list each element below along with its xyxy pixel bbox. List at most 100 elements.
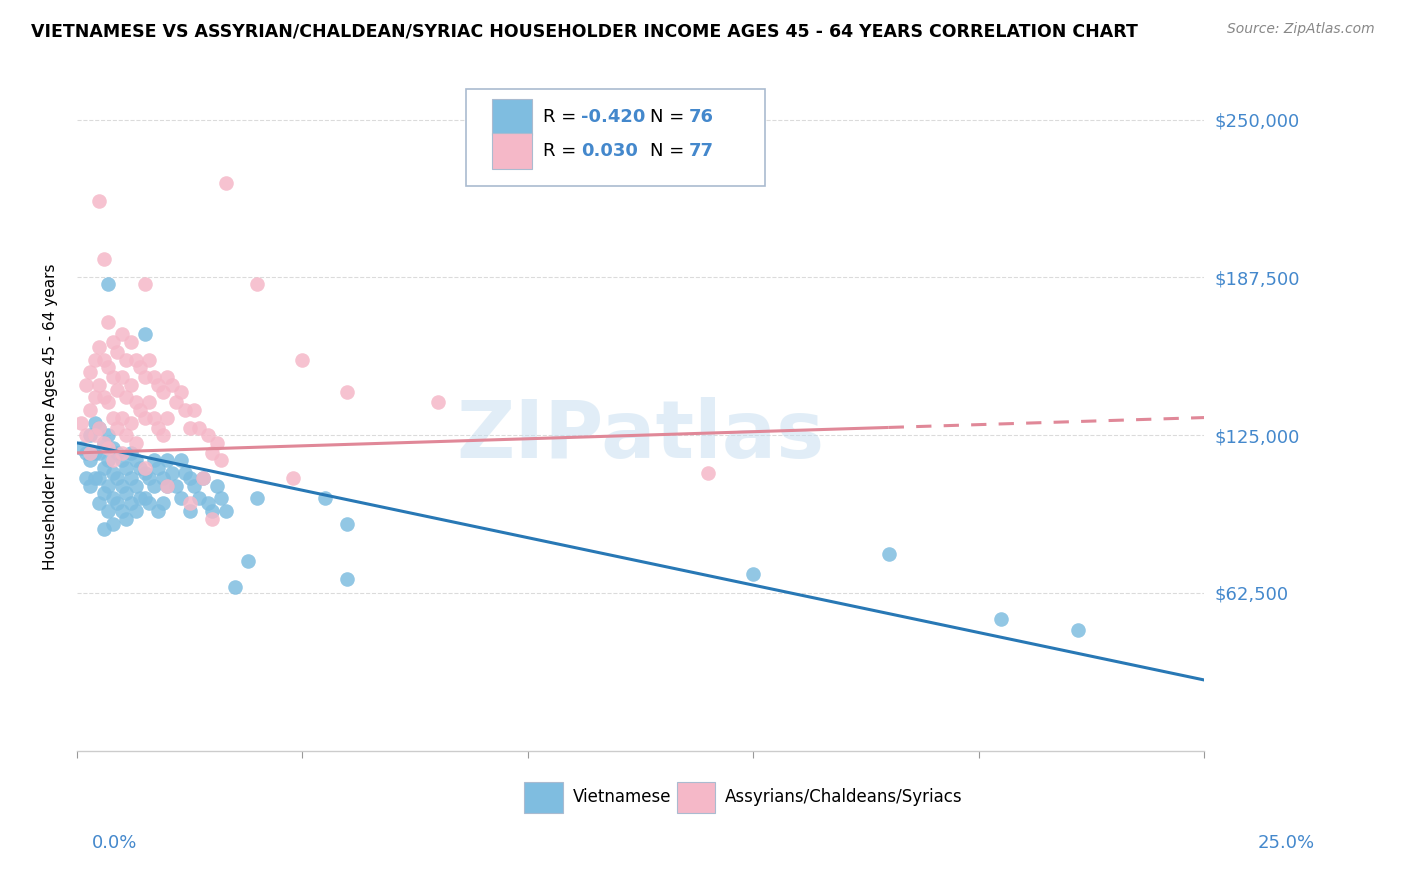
Point bbox=[156, 479, 179, 493]
Point bbox=[107, 471, 129, 485]
Point bbox=[165, 479, 187, 493]
Point bbox=[84, 471, 107, 485]
Text: ZIPatlas: ZIPatlas bbox=[457, 397, 825, 475]
Point bbox=[191, 471, 214, 485]
Point bbox=[89, 420, 111, 434]
Point bbox=[93, 252, 115, 266]
Point bbox=[89, 420, 111, 434]
Point bbox=[205, 479, 228, 493]
Point bbox=[183, 403, 205, 417]
Point bbox=[209, 453, 232, 467]
Point bbox=[93, 390, 115, 404]
Point bbox=[115, 461, 138, 475]
Point bbox=[101, 370, 124, 384]
Point bbox=[101, 466, 124, 480]
Point bbox=[111, 410, 134, 425]
Point bbox=[205, 435, 228, 450]
Point bbox=[79, 446, 101, 460]
Point bbox=[120, 416, 142, 430]
Point bbox=[336, 572, 359, 586]
Point bbox=[79, 479, 101, 493]
Text: VIETNAMESE VS ASSYRIAN/CHALDEAN/SYRIAC HOUSEHOLDER INCOME AGES 45 - 64 YEARS COR: VIETNAMESE VS ASSYRIAN/CHALDEAN/SYRIAC H… bbox=[31, 22, 1137, 40]
Text: N =: N = bbox=[650, 142, 690, 160]
Point bbox=[183, 479, 205, 493]
Point bbox=[129, 461, 152, 475]
Point bbox=[111, 446, 134, 460]
Point bbox=[84, 390, 107, 404]
Point bbox=[165, 395, 187, 409]
Point bbox=[174, 466, 197, 480]
Point bbox=[426, 395, 449, 409]
Point bbox=[134, 466, 156, 480]
Point bbox=[89, 471, 111, 485]
Point bbox=[79, 365, 101, 379]
Point bbox=[146, 461, 169, 475]
Point bbox=[129, 403, 152, 417]
Point bbox=[124, 504, 146, 518]
Point bbox=[97, 315, 120, 329]
Point bbox=[107, 496, 129, 510]
Point bbox=[156, 410, 179, 425]
Point bbox=[146, 377, 169, 392]
Point bbox=[156, 479, 179, 493]
Point bbox=[115, 428, 138, 442]
Point bbox=[101, 410, 124, 425]
Point bbox=[97, 504, 120, 518]
Point bbox=[75, 377, 97, 392]
Point bbox=[89, 194, 111, 208]
Point bbox=[97, 428, 120, 442]
Point bbox=[129, 491, 152, 506]
Text: Source: ZipAtlas.com: Source: ZipAtlas.com bbox=[1227, 22, 1375, 37]
Point bbox=[169, 491, 191, 506]
Point bbox=[101, 334, 124, 349]
Text: Vietnamese: Vietnamese bbox=[574, 789, 672, 806]
Point bbox=[142, 453, 165, 467]
Point bbox=[101, 453, 124, 467]
Point bbox=[93, 461, 115, 475]
Point bbox=[138, 395, 160, 409]
Point bbox=[187, 420, 209, 434]
Point bbox=[89, 446, 111, 460]
Point bbox=[107, 383, 129, 397]
Point bbox=[134, 327, 156, 342]
Point bbox=[336, 385, 359, 400]
Point bbox=[201, 511, 224, 525]
Point bbox=[990, 612, 1012, 626]
Point bbox=[107, 420, 129, 434]
Point bbox=[134, 277, 156, 291]
Point bbox=[134, 370, 156, 384]
Point bbox=[107, 446, 129, 460]
Point bbox=[238, 554, 260, 568]
Point bbox=[152, 471, 174, 485]
Point bbox=[93, 435, 115, 450]
Point bbox=[129, 360, 152, 375]
Point bbox=[120, 446, 142, 460]
Point bbox=[201, 504, 224, 518]
Point bbox=[179, 420, 201, 434]
Point bbox=[224, 580, 246, 594]
Point bbox=[138, 352, 160, 367]
Point bbox=[97, 453, 120, 467]
Text: R =: R = bbox=[543, 142, 582, 160]
Point bbox=[246, 491, 269, 506]
Point bbox=[124, 395, 146, 409]
Point bbox=[120, 496, 142, 510]
Point bbox=[111, 453, 134, 467]
Point bbox=[111, 479, 134, 493]
Point bbox=[115, 390, 138, 404]
Point bbox=[84, 416, 107, 430]
FancyBboxPatch shape bbox=[492, 99, 533, 136]
Point bbox=[120, 334, 142, 349]
Text: 25.0%: 25.0% bbox=[1257, 834, 1315, 852]
Point bbox=[152, 428, 174, 442]
Point bbox=[84, 428, 107, 442]
Point bbox=[742, 567, 765, 582]
Point bbox=[142, 479, 165, 493]
Point bbox=[146, 504, 169, 518]
Point bbox=[336, 516, 359, 531]
Point bbox=[120, 377, 142, 392]
Point bbox=[142, 410, 165, 425]
Point bbox=[152, 496, 174, 510]
Point bbox=[101, 516, 124, 531]
Point bbox=[169, 385, 191, 400]
